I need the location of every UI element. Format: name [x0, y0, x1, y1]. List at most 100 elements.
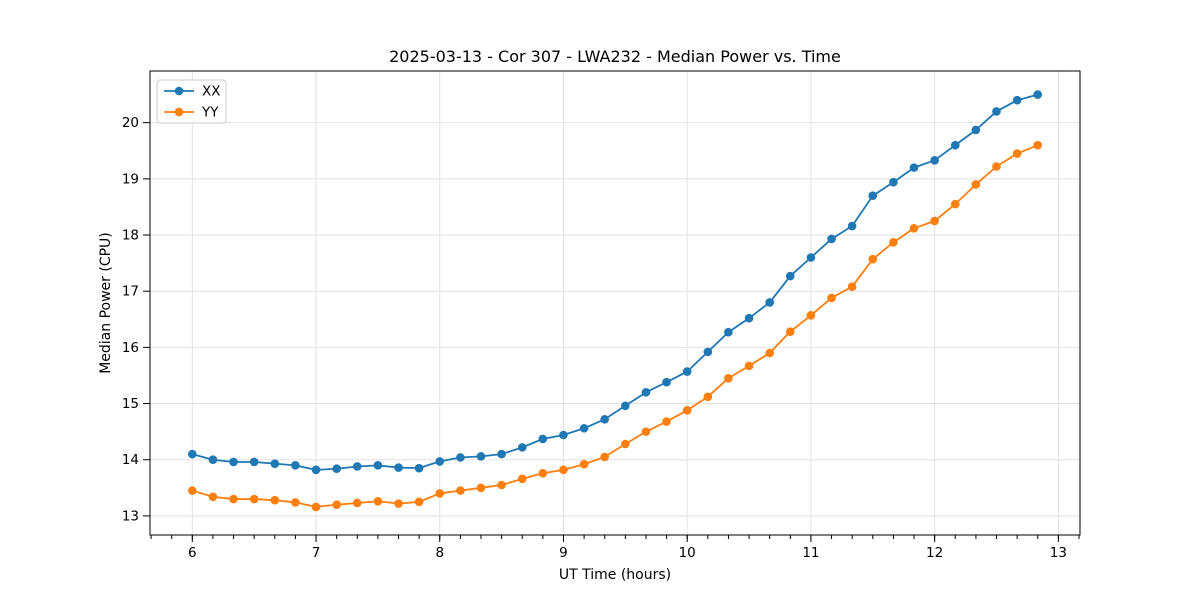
data-point-XX	[682, 367, 692, 376]
data-point-YY	[950, 199, 960, 209]
data-point-XX	[373, 461, 383, 470]
data-point-YY	[621, 439, 630, 449]
data-point-XX	[270, 459, 280, 468]
data-point-XX	[188, 449, 197, 459]
data-point-YY	[806, 311, 816, 320]
data-point-XX	[847, 221, 857, 231]
data-point-XX	[311, 465, 321, 475]
y-axis-label: Median Power (CPU)	[98, 232, 114, 374]
data-point-XX	[497, 449, 506, 459]
data-point-YY	[517, 474, 527, 484]
y-tick-label: 20	[122, 115, 139, 131]
x-axis-label: UT Time (hours)	[559, 567, 671, 583]
y-tick-label: 16	[122, 340, 139, 356]
data-point-XX	[476, 452, 486, 461]
data-point-YY	[332, 500, 341, 509]
data-point-XX	[992, 107, 1001, 116]
data-point-XX	[930, 156, 939, 165]
data-point-YY	[1033, 140, 1042, 150]
x-tick-label: 12	[926, 545, 943, 561]
data-point-XX	[950, 140, 960, 150]
data-point-YY	[188, 486, 197, 495]
data-point-XX	[744, 313, 754, 323]
data-point-XX	[827, 234, 836, 244]
data-point-XX	[889, 177, 898, 187]
y-tick-label: 15	[122, 396, 139, 412]
data-point-YY	[476, 483, 486, 493]
data-point-YY	[971, 180, 981, 189]
data-point-YY	[847, 282, 857, 292]
data-point-XX	[641, 388, 651, 397]
plot-border	[149, 70, 1081, 536]
data-point-YY	[456, 486, 465, 495]
data-point-YY	[724, 373, 733, 383]
data-point-YY	[579, 459, 589, 469]
data-point-YY	[992, 162, 1001, 171]
data-point-YY	[559, 465, 568, 475]
data-point-XX	[703, 347, 713, 357]
x-tick-label: 6	[188, 545, 197, 561]
data-point-YY	[641, 427, 651, 436]
data-point-XX	[332, 464, 341, 474]
data-point-XX	[806, 253, 816, 262]
data-point-XX	[352, 462, 362, 471]
data-point-YY	[785, 327, 795, 336]
y-tick-label: 18	[122, 228, 139, 244]
y-tick-label: 19	[122, 171, 139, 187]
data-point-YY	[703, 392, 713, 402]
data-point-YY	[249, 494, 259, 504]
data-point-YY	[208, 492, 218, 502]
data-point-XX	[435, 457, 445, 466]
data-point-YY	[909, 223, 919, 233]
data-point-XX	[662, 377, 671, 387]
data-point-YY	[291, 498, 300, 507]
data-point-YY	[352, 498, 362, 508]
legend-label: YY	[201, 105, 219, 121]
data-point-XX	[517, 443, 527, 452]
data-point-YY	[435, 489, 445, 498]
data-point-XX	[414, 463, 424, 473]
data-point-XX	[394, 463, 403, 472]
data-point-YY	[311, 502, 321, 512]
series-layer	[188, 90, 1042, 512]
data-point-YY	[394, 499, 403, 508]
data-point-YY	[1012, 149, 1022, 158]
data-point-XX	[229, 457, 238, 467]
data-point-YY	[600, 452, 609, 462]
data-point-XX	[971, 125, 981, 135]
grid-layer	[150, 71, 1080, 535]
data-point-YY	[889, 238, 898, 247]
y-tick-label: 14	[122, 452, 139, 468]
data-point-YY	[497, 480, 506, 490]
data-point-XX	[249, 457, 259, 467]
data-point-YY	[373, 496, 383, 506]
chart-title: 2025-03-13 - Cor 307 - LWA232 - Median P…	[389, 47, 841, 66]
data-point-YY	[270, 495, 280, 505]
data-point-XX	[909, 163, 919, 172]
legend-marker	[174, 86, 184, 96]
data-point-YY	[662, 417, 671, 426]
data-point-XX	[1012, 95, 1022, 105]
y-tick-label: 17	[122, 284, 139, 300]
data-point-YY	[229, 494, 238, 504]
data-point-YY	[765, 348, 775, 358]
series-line-XX	[192, 93, 1038, 471]
data-point-YY	[868, 254, 878, 264]
data-point-XX	[600, 414, 609, 424]
data-point-XX	[538, 434, 548, 444]
data-point-XX	[291, 461, 300, 470]
data-point-YY	[414, 497, 424, 507]
x-tick-label: 11	[802, 545, 819, 561]
data-point-YY	[930, 216, 939, 226]
y-tick-label: 13	[122, 508, 139, 524]
x-tick-label: 9	[559, 545, 568, 561]
x-tick-label: 8	[435, 545, 444, 561]
data-point-XX	[208, 455, 218, 465]
data-point-YY	[538, 468, 548, 478]
axis-layer: 6 7 8 9 10 11 12 13 13 14 15 16 17 18 19 20	[122, 115, 1080, 561]
data-point-XX	[1033, 90, 1042, 99]
data-point-XX	[559, 430, 568, 440]
data-point-XX	[724, 327, 733, 337]
